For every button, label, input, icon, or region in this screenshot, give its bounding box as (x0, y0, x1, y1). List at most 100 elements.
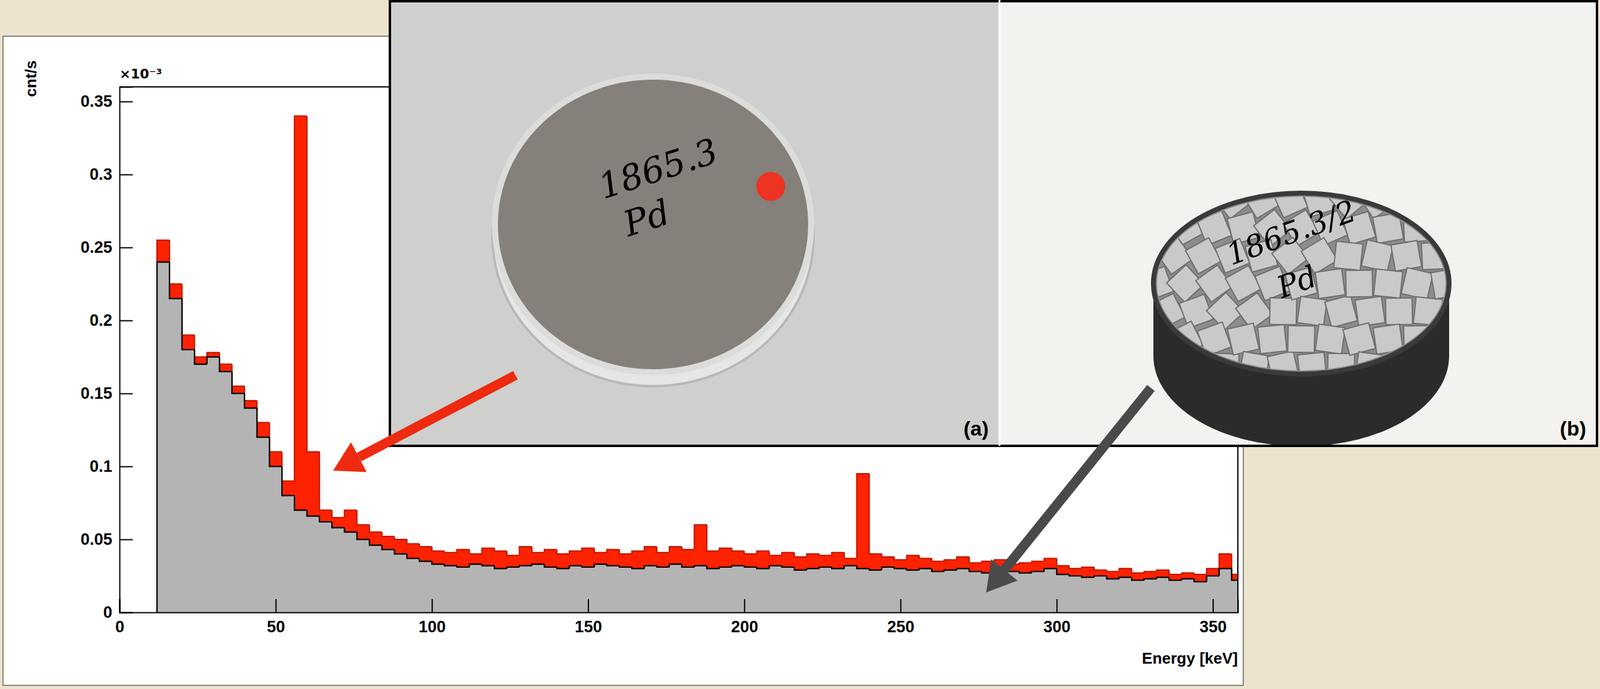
histogram-bar (1194, 574, 1208, 613)
histogram-outline (1081, 567, 1095, 569)
histogram-outline (819, 554, 832, 556)
histogram-outline (406, 539, 420, 544)
histogram-outline (969, 557, 982, 564)
histogram-outline (1206, 576, 1220, 583)
foil-piece (1315, 268, 1346, 299)
histogram-outline (869, 473, 882, 555)
x-tick-mark (1212, 599, 1214, 613)
background (0, 0, 1600, 689)
y-tick: 0.1 (89, 457, 133, 476)
histogram-outline (1181, 578, 1195, 581)
histogram-outline (919, 568, 932, 570)
histogram-outline (382, 545, 395, 550)
foil-piece (1421, 242, 1450, 270)
histogram-outline (943, 560, 957, 562)
histogram-outline (219, 357, 233, 372)
histogram-bar (382, 549, 395, 613)
histogram-bar (1169, 580, 1182, 613)
histogram-outline (494, 566, 507, 570)
histogram-outline (182, 284, 195, 336)
histogram-outline (931, 558, 945, 562)
histogram-outline (207, 357, 220, 365)
histogram-bar (419, 546, 433, 613)
histogram-outline (231, 371, 245, 394)
y-tick: 0.25 (80, 238, 133, 257)
foil-piece (1373, 324, 1404, 355)
dish-lid (494, 76, 812, 373)
histogram-bar (969, 571, 982, 613)
foil-piece (1167, 321, 1203, 357)
histogram-outline (1094, 567, 1107, 571)
x-tick-label: 100 (418, 618, 447, 637)
foil-piece (1431, 324, 1461, 354)
histogram-bar (581, 567, 595, 613)
arrow-head (986, 559, 1018, 593)
histogram-outline (356, 532, 370, 540)
histogram-outline (669, 564, 683, 568)
y-axis: 00.050.10.150.20.250.30.35 (80, 87, 133, 623)
histogram-bar (881, 567, 895, 613)
histogram-outline (169, 240, 183, 285)
histogram-bar (432, 564, 445, 613)
histogram-outline (406, 554, 420, 559)
y-tick-label: 0.15 (80, 384, 113, 403)
x-tick-mark (275, 599, 277, 613)
foil-piece (1167, 210, 1204, 247)
foil-piece (1156, 182, 1192, 218)
foil-piece (1287, 325, 1316, 354)
histogram-bar (1181, 573, 1195, 613)
histogram-outline (1131, 577, 1145, 581)
histogram-outline (1169, 570, 1182, 575)
histogram-bar (806, 568, 820, 613)
marking-text: Pd (618, 191, 675, 246)
histogram-outline (831, 567, 845, 569)
foil-piece (1345, 270, 1374, 298)
histogram-outline (531, 546, 545, 553)
foil-piece (1297, 296, 1328, 327)
histogram-outline (182, 298, 195, 351)
foil-piece (1137, 320, 1175, 358)
histogram-bar (756, 568, 770, 613)
foil-piece (1149, 293, 1185, 329)
histogram-outline (906, 568, 920, 570)
histogram-outline (569, 566, 582, 570)
histogram-bar (444, 552, 457, 613)
histogram-outline (931, 568, 945, 572)
histogram-bar (506, 567, 520, 613)
histogram-outline (1056, 558, 1070, 566)
histogram-bar (719, 548, 733, 613)
histogram-outline (557, 549, 570, 555)
x-tick-label: 50 (266, 618, 285, 637)
histogram-outline (156, 240, 170, 613)
histogram-bar (1068, 576, 1082, 613)
histogram-outline (1144, 578, 1157, 581)
histogram-bar (531, 564, 545, 613)
histogram-outline (344, 510, 358, 518)
x-tick-mark (587, 599, 590, 613)
histogram-bar (956, 568, 970, 613)
histogram-bar (1031, 571, 1045, 613)
histogram-bar (931, 571, 945, 613)
histogram-outline (619, 566, 632, 568)
histogram-bar (569, 566, 582, 613)
histogram-outline (581, 566, 595, 568)
histogram-bar (1106, 571, 1120, 613)
histogram-bar (806, 554, 820, 613)
histogram-bar (182, 350, 195, 614)
histogram-outline (769, 551, 783, 556)
x-axis-line (120, 599, 1239, 614)
x-tick: 100 (418, 599, 447, 637)
histogram-outline (1019, 563, 1033, 565)
foil-piece (1148, 348, 1186, 386)
foil-piece (1257, 324, 1287, 354)
foil-piece (1267, 351, 1300, 384)
histogram-bar (444, 566, 457, 613)
y-tick-label: 0.35 (80, 92, 113, 111)
histogram-outline (631, 551, 645, 555)
foil-piece (1354, 351, 1386, 383)
histogram-bar (319, 522, 332, 613)
marking-text: 1865.3/2 (1221, 193, 1361, 273)
histogram-outline (719, 548, 733, 552)
histogram-bar (619, 554, 632, 613)
histogram-outline (644, 566, 658, 570)
